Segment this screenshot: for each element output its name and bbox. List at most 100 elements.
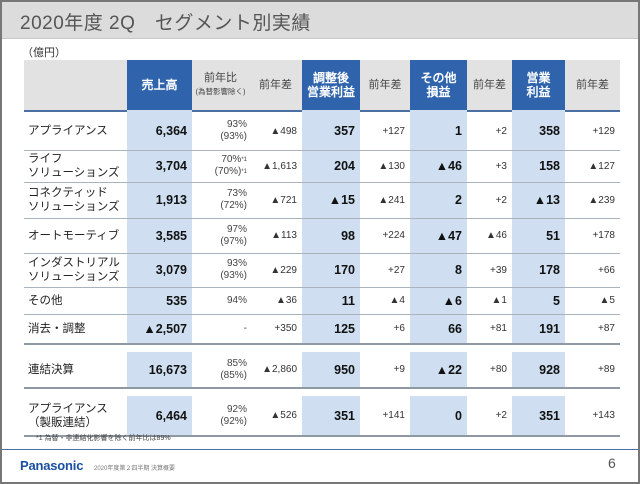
- header-adj-diff: 前年差: [360, 60, 410, 110]
- table-row: インダストリアル ソリューションズ 93% (93%) 3,079 ▲229 170 +27 8…: [24, 253, 620, 288]
- header-other-line1: その他: [420, 71, 457, 85]
- highlight-column: [410, 110, 467, 343]
- yoy-ratio-value: 97%: [226, 223, 247, 235]
- op-diff: +143: [592, 410, 615, 421]
- table-row: コネクティッド ソリューションズ 73% (72%) 1,913 ▲721 ▲15 ▲241 2…: [24, 182, 620, 219]
- header-other: その他 損益: [410, 60, 467, 110]
- adjusted-op-diff: +6: [393, 323, 405, 334]
- op-diff: ▲239: [588, 194, 615, 206]
- other-profit: 8: [455, 263, 462, 277]
- panasonic-logo: Panasonic: [20, 458, 84, 473]
- other-diff: +2: [495, 410, 507, 421]
- header-adj-op-line1: 調整後: [312, 71, 349, 85]
- yoy-ratio: 94%: [192, 287, 247, 314]
- other-diff: +81: [490, 323, 507, 334]
- table-header: 売上高 前年比 (為替影響除く) 前年差 調整後 営業利益 前年差 その他 損益…: [24, 60, 620, 112]
- yoy-ratio-excl-fx: (72%): [220, 200, 247, 211]
- other-profit: 2: [455, 193, 462, 207]
- header-sales-diff-text: 前年差: [259, 78, 292, 91]
- op-profit: 178: [539, 263, 560, 277]
- adjusted-op-profit: ▲15: [328, 193, 355, 207]
- row-label: アプライアンス （製販連結）: [28, 396, 126, 435]
- header-sales: 売上高: [127, 60, 192, 110]
- row-label: オートモーティブ: [28, 218, 126, 253]
- row-label-line1: オートモーティブ: [28, 229, 120, 242]
- op-diff: +89: [598, 364, 615, 375]
- op-diff: ▲127: [588, 160, 615, 172]
- other-profit: 0: [455, 408, 462, 423]
- sales-diff: ▲2,860: [262, 364, 297, 375]
- highlight-column: [127, 352, 192, 387]
- adjusted-op-profit: 11: [341, 293, 355, 308]
- row-label: その他: [28, 287, 126, 314]
- other-profit: 1: [455, 124, 462, 138]
- yoy-ratio-excl-fx: (97%): [220, 235, 247, 247]
- highlight-column: [302, 352, 360, 387]
- sales-value: 16,673: [148, 362, 187, 377]
- yoy-ratio: 70%*1 (70%)*1: [192, 150, 247, 182]
- row-label-line1: その他: [28, 294, 63, 307]
- other-profit: ▲47: [435, 228, 462, 243]
- highlight-column: [127, 110, 192, 343]
- op-profit: 351: [539, 408, 560, 423]
- row-label-line2: （製販連結）: [28, 416, 97, 429]
- adjusted-op-profit: 950: [334, 362, 355, 377]
- title-bar: 2020年度 2Q セグメント別実績: [2, 2, 638, 39]
- yoy-ratio: 85% (85%): [192, 352, 247, 387]
- op-profit: ▲13: [533, 193, 560, 207]
- adjusted-op-diff: +127: [382, 125, 405, 137]
- other-profit: 66: [448, 321, 462, 336]
- header-op-line2: 利益: [526, 85, 551, 99]
- header-yoy-ratio: 前年比 (為替影響除く): [192, 60, 249, 110]
- sales-value: 6,364: [155, 124, 187, 138]
- table-row: アプライアンス 93% (93%) 6,364 ▲498 357 +127 1 +2 358 +12…: [24, 112, 620, 151]
- header-op-line1: 営業: [526, 71, 551, 85]
- yoy-ratio-value: 73%: [226, 188, 247, 199]
- table-row: 連結決算 85% (85%) 16,673 ▲2,860 950 +9 ▲22 +80 928 +8…: [24, 352, 620, 389]
- other-diff: ▲1: [491, 295, 507, 306]
- footnote-mark: *1: [241, 157, 247, 163]
- highlight-column: [512, 352, 565, 387]
- op-diff: +178: [592, 230, 615, 241]
- row-label-line2: ソリューションズ: [28, 167, 120, 179]
- highlight-column: [127, 396, 192, 435]
- yoy-ratio: 97% (97%): [192, 218, 247, 253]
- row-label-line1: ライフ: [28, 153, 63, 165]
- sales-diff: ▲721: [270, 194, 297, 206]
- highlight-column: [410, 396, 467, 435]
- header-other-diff-text: 前年差: [473, 78, 506, 91]
- table-row: その他 94% 535 ▲36 11 ▲4 ▲6 ▲1 5 ▲5: [24, 287, 620, 315]
- other-diff: +80: [490, 364, 507, 375]
- yoy-ratio-value: 93%: [226, 119, 247, 130]
- header-yoy-ratio-text: 前年比: [204, 72, 237, 84]
- row-label: インダストリアル ソリューションズ: [28, 253, 126, 287]
- header-yoy-ratio-note: (為替影響除く): [195, 87, 246, 96]
- footer-text: 2020年度第２四半期 決算概要: [94, 466, 176, 472]
- sales-value: 3,704: [155, 159, 187, 173]
- op-profit: 5: [553, 293, 560, 308]
- header-other-diff: 前年差: [467, 60, 512, 110]
- row-label: アプライアンス: [28, 112, 126, 150]
- adjusted-op-profit: 125: [334, 321, 355, 336]
- other-profit: ▲22: [435, 362, 462, 377]
- op-profit: 51: [546, 228, 560, 243]
- op-profit: 158: [539, 159, 560, 173]
- page-number: 6: [608, 455, 616, 471]
- op-diff: +66: [598, 264, 615, 276]
- sales-diff: ▲498: [270, 125, 297, 137]
- row-label-line1: アプライアンス: [28, 402, 108, 415]
- adjusted-op-diff: ▲130: [378, 160, 405, 172]
- yoy-ratio-excl-fx: (93%): [220, 270, 247, 281]
- sales-diff: ▲526: [270, 410, 297, 421]
- other-diff: +2: [495, 194, 507, 206]
- table-row: 消去・調整 - ▲2,507 +350 125 +6 66 +81 191 +87: [24, 314, 620, 345]
- highlight-column: [302, 110, 360, 343]
- adjusted-op-profit: 351: [334, 408, 355, 423]
- sales-value: ▲2,507: [143, 321, 187, 336]
- other-profit: ▲6: [442, 293, 462, 308]
- adjusted-op-diff: +9: [393, 364, 405, 375]
- row-label-line2: ソリューションズ: [28, 271, 120, 283]
- sales-value: 535: [166, 293, 187, 308]
- table-row: オートモーティブ 97% (97%) 3,585 ▲113 98 +224 ▲47 ▲46 51 +…: [24, 218, 620, 254]
